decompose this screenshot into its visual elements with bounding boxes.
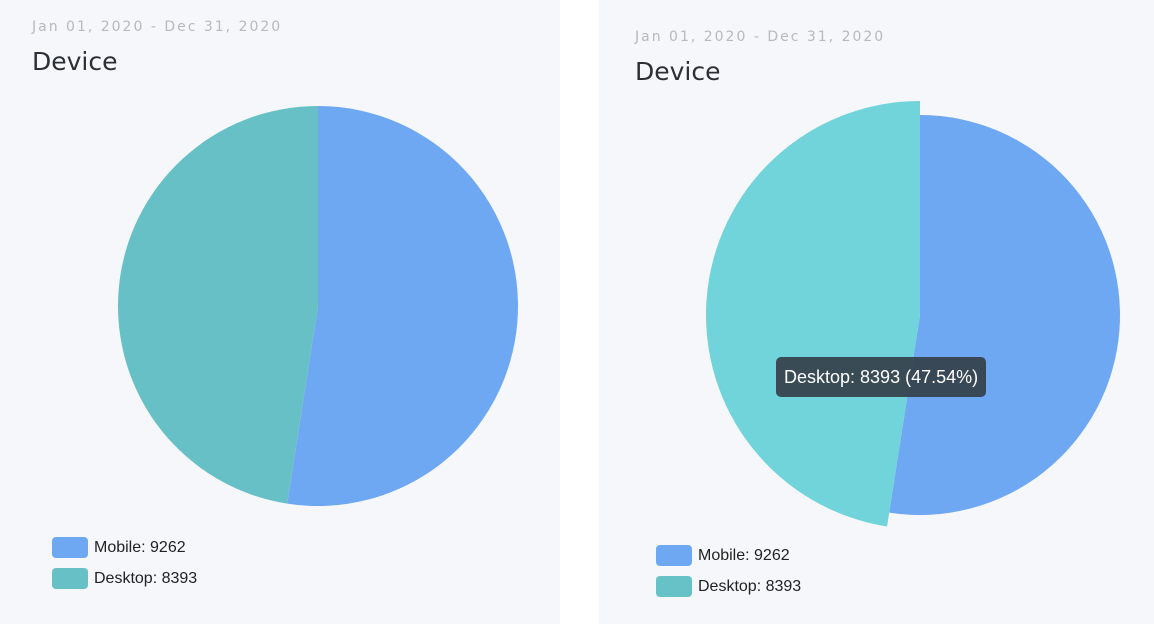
device-card-left: Jan 01, 2020 - Dec 31, 2020 Device Mobil… — [0, 0, 560, 624]
legend-item-desktop[interactable]: Desktop: 8393 — [656, 571, 801, 602]
pie-slice-desktop[interactable] — [705, 101, 920, 527]
date-range: Jan 01, 2020 - Dec 31, 2020 — [32, 19, 283, 35]
device-card-right: Jan 01, 2020 - Dec 31, 2020 Device Mobil… — [599, 0, 1154, 624]
pie-slice-mobile[interactable] — [889, 115, 1120, 516]
chart-legend: Mobile: 9262 Desktop: 8393 — [52, 532, 197, 594]
legend-swatch-desktop — [656, 576, 692, 597]
legend-item-mobile[interactable]: Mobile: 9262 — [656, 540, 801, 571]
device-pie-chart-hover[interactable] — [599, 0, 1154, 624]
chart-legend: Mobile: 9262 Desktop: 8393 — [656, 540, 801, 602]
device-pie-chart[interactable] — [0, 0, 560, 624]
legend-label-desktop: Desktop: 8393 — [94, 569, 198, 587]
legend-swatch-mobile — [656, 545, 692, 566]
legend-label-mobile: Mobile: 9262 — [698, 546, 790, 564]
chart-title: Device — [635, 57, 721, 86]
date-range: Jan 01, 2020 - Dec 31, 2020 — [635, 29, 886, 45]
legend-label-desktop: Desktop: 8393 — [698, 577, 802, 595]
legend-item-mobile[interactable]: Mobile: 9262 — [52, 532, 197, 563]
legend-label-mobile: Mobile: 9262 — [94, 538, 186, 556]
pie-slice-mobile[interactable] — [287, 106, 518, 506]
chart-tooltip: Desktop: 8393 (47.54%) — [776, 357, 987, 397]
legend-swatch-mobile — [52, 537, 88, 558]
legend-item-desktop[interactable]: Desktop: 8393 — [52, 563, 197, 594]
legend-swatch-desktop — [52, 568, 88, 589]
pie-slice-desktop[interactable] — [117, 106, 318, 504]
chart-title: Device — [32, 47, 118, 76]
